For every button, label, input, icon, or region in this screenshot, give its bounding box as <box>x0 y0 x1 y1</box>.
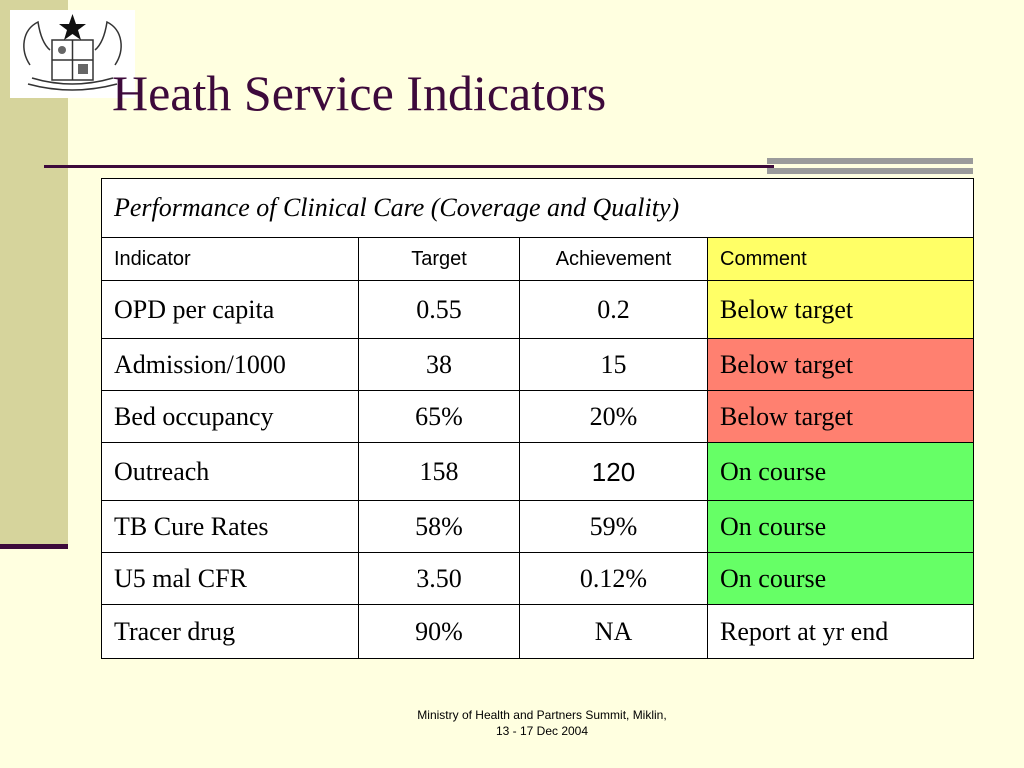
cell-target: 90% <box>358 604 520 659</box>
cell-comment: On course <box>706 442 975 501</box>
cell-achievement: 0.12% <box>519 552 708 605</box>
cell-comment: On course <box>706 552 975 605</box>
cell-target: 38 <box>358 338 520 391</box>
table-row: OPD per capita 0.55 0.2 Below target <box>101 280 975 339</box>
cell-indicator: Tracer drug <box>101 604 359 659</box>
table-row: Outreach 158 120 On course <box>101 442 975 501</box>
cell-indicator: Bed occupancy <box>101 390 359 443</box>
cell-indicator: TB Cure Rates <box>101 500 359 553</box>
cell-comment: Below target <box>706 338 975 391</box>
cell-indicator: OPD per capita <box>101 280 359 339</box>
header-target: Target <box>358 237 520 281</box>
table-row: U5 mal CFR 3.50 0.12% On course <box>101 552 975 605</box>
cell-comment: Below target <box>706 280 975 339</box>
table-row: Admission/1000 38 15 Below target <box>101 338 975 391</box>
footer-line-1: Ministry of Health and Partners Summit, … <box>417 708 667 722</box>
table-row: Bed occupancy 65% 20% Below target <box>101 390 975 443</box>
cell-achievement: 15 <box>519 338 708 391</box>
footer-line-2: 13 - 17 Dec 2004 <box>495 723 589 738</box>
table-row: Tracer drug 90% NA Report at yr end <box>101 604 975 659</box>
table-row: TB Cure Rates 58% 59% On course <box>101 500 975 553</box>
cell-achievement: 120 <box>519 442 708 501</box>
cell-achievement: 0.2 <box>519 280 708 339</box>
cell-achievement: NA <box>519 604 708 659</box>
header-indicator: Indicator <box>101 237 359 281</box>
cell-indicator: U5 mal CFR <box>101 552 359 605</box>
slide-title: Heath Service Indicators <box>112 65 607 121</box>
header-comment: Comment <box>706 237 975 281</box>
title-accent-bar <box>767 158 973 164</box>
cell-target: 58% <box>358 500 520 553</box>
cell-comment: Report at yr end <box>706 604 975 659</box>
cell-target: 158 <box>358 442 520 501</box>
slide-footer: Ministry of Health and Partners Summit, … <box>0 708 1024 739</box>
cell-comment: Below target <box>706 390 975 443</box>
coat-of-arms-logo <box>10 10 135 98</box>
title-accent-bar-lower <box>767 168 973 174</box>
cell-achievement: 59% <box>519 500 708 553</box>
indicators-table: Performance of Clinical Care (Coverage a… <box>100 178 975 659</box>
cell-target: 3.50 <box>358 552 520 605</box>
table-caption: Performance of Clinical Care (Coverage a… <box>100 178 975 238</box>
cell-indicator: Outreach <box>101 442 359 501</box>
header-achievement: Achievement <box>519 237 708 281</box>
cell-comment: On course <box>706 500 975 553</box>
cell-achievement: 20% <box>519 390 708 443</box>
cell-target: 0.55 <box>358 280 520 339</box>
cell-indicator: Admission/1000 <box>101 338 359 391</box>
cell-target: 65% <box>358 390 520 443</box>
side-accent-line <box>0 544 68 549</box>
title-underline <box>44 165 774 168</box>
